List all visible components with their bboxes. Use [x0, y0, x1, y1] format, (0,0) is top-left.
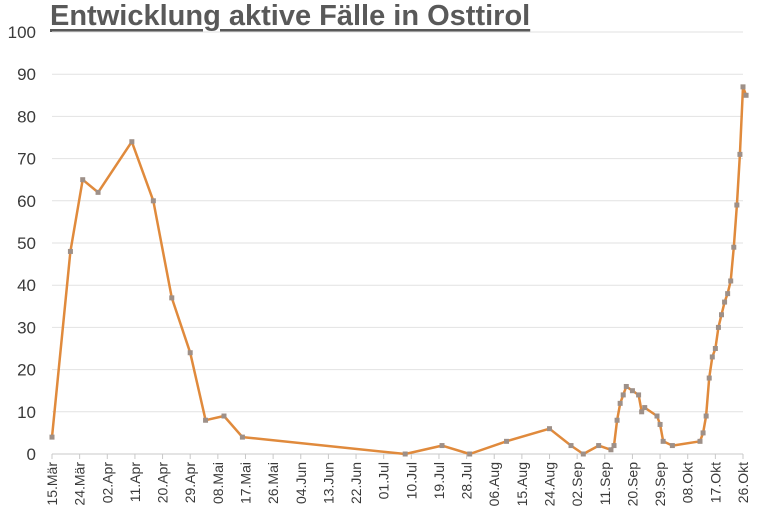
data-point: [706, 375, 712, 381]
data-point: [439, 443, 445, 449]
x-tick-label: 04.Jun: [293, 462, 309, 504]
data-point: [614, 417, 620, 423]
data-point: [709, 354, 715, 360]
x-tick-label: 29.Apr: [182, 462, 198, 504]
data-point: [734, 202, 740, 208]
data-point: [49, 434, 55, 440]
y-tick-label: 40: [17, 276, 36, 295]
data-point: [95, 189, 101, 195]
data-point: [580, 451, 586, 457]
y-axis-ticks: 0 10 20 30 40 50 60 70 80 90 100: [8, 23, 36, 464]
data-point: [402, 451, 408, 457]
x-tick-label: 02.Sep: [569, 462, 585, 507]
data-point: [654, 413, 660, 419]
data-point: [623, 383, 629, 389]
data-point: [743, 92, 749, 98]
x-tick-label: 20.Apr: [155, 462, 171, 504]
data-point: [608, 447, 614, 453]
data-point: [629, 388, 635, 394]
data-point: [703, 413, 709, 419]
x-tick-label: 28.Jul: [459, 462, 475, 499]
data-point: [617, 400, 623, 406]
data-point: [611, 443, 617, 449]
x-tick-label: 08.Mai: [210, 462, 226, 504]
x-tick-label: 15.Mär: [44, 462, 60, 506]
data-point: [636, 392, 642, 398]
series-markers: [49, 84, 749, 457]
x-tick-label: 06.Aug: [486, 462, 502, 506]
data-point: [80, 177, 86, 183]
x-tick-label: 19.Jul: [431, 462, 447, 499]
data-point: [737, 151, 743, 157]
x-tick-label: 26.Mai: [265, 462, 281, 504]
x-tick-label: 11.Apr: [127, 462, 143, 503]
x-tick-label: 02.Apr: [99, 462, 115, 504]
data-point: [715, 324, 721, 330]
data-point: [221, 413, 227, 419]
data-point: [129, 139, 135, 145]
y-tick-label: 50: [17, 234, 36, 253]
x-tick-label: 24.Aug: [542, 462, 558, 506]
gridlines: [52, 31, 743, 413]
data-point: [660, 438, 666, 444]
y-tick-label: 30: [17, 318, 36, 337]
x-tick-label: 01.Jul: [376, 462, 392, 499]
y-tick-label: 80: [17, 107, 36, 126]
data-point: [239, 434, 245, 440]
data-point: [203, 417, 209, 423]
data-point: [187, 350, 193, 356]
data-point: [620, 392, 626, 398]
y-tick-label: 10: [17, 403, 36, 422]
y-tick-label: 60: [17, 192, 36, 211]
data-point: [725, 291, 731, 297]
data-point: [568, 443, 574, 449]
x-tick-label: 20.Sep: [624, 462, 640, 507]
data-point: [657, 421, 663, 427]
x-tick-label: 10.Jul: [403, 462, 419, 499]
y-tick-label: 70: [17, 150, 36, 169]
x-tick-label: 29.Sep: [652, 462, 668, 507]
data-point: [731, 244, 737, 250]
data-point: [669, 443, 675, 449]
data-point: [467, 451, 473, 457]
data-point: [740, 84, 746, 90]
x-tick-label: 11.Sep: [597, 462, 613, 506]
data-point: [150, 198, 156, 204]
x-tick-label: 17.Mai: [237, 462, 253, 504]
x-axis-ticks: 15.Mär 24.Mär 02.Apr 11.Apr 20.Apr 29.Apr 08.M…: [44, 454, 751, 506]
data-point: [700, 430, 706, 436]
series-line: [50, 85, 748, 456]
y-tick-label: 0: [27, 445, 36, 464]
data-point: [169, 295, 175, 301]
data-point: [722, 299, 728, 305]
y-tick-label: 100: [8, 23, 36, 42]
y-tick-label: 20: [17, 361, 36, 380]
data-point: [547, 426, 553, 432]
data-point: [639, 409, 645, 415]
x-tick-label: 22.Jun: [348, 462, 364, 504]
x-tick-label: 08.Okt: [680, 462, 696, 503]
x-tick-label: 24.Mär: [72, 462, 88, 506]
y-tick-label: 90: [17, 65, 36, 84]
data-point: [642, 405, 648, 411]
data-point: [697, 438, 703, 444]
data-point: [596, 443, 602, 449]
x-tick-label: 26.Okt: [735, 462, 751, 503]
data-point: [67, 248, 73, 254]
data-point: [712, 346, 718, 351]
x-tick-label: 17.Okt: [707, 462, 723, 503]
chart-title: Entwicklung aktive Fälle in Osttirol: [50, 0, 531, 32]
data-point: [504, 438, 510, 444]
x-tick-label: 13.Jun: [320, 462, 336, 504]
data-point: [728, 278, 734, 284]
data-point: [719, 312, 725, 318]
x-tick-label: 15.Aug: [514, 462, 530, 506]
